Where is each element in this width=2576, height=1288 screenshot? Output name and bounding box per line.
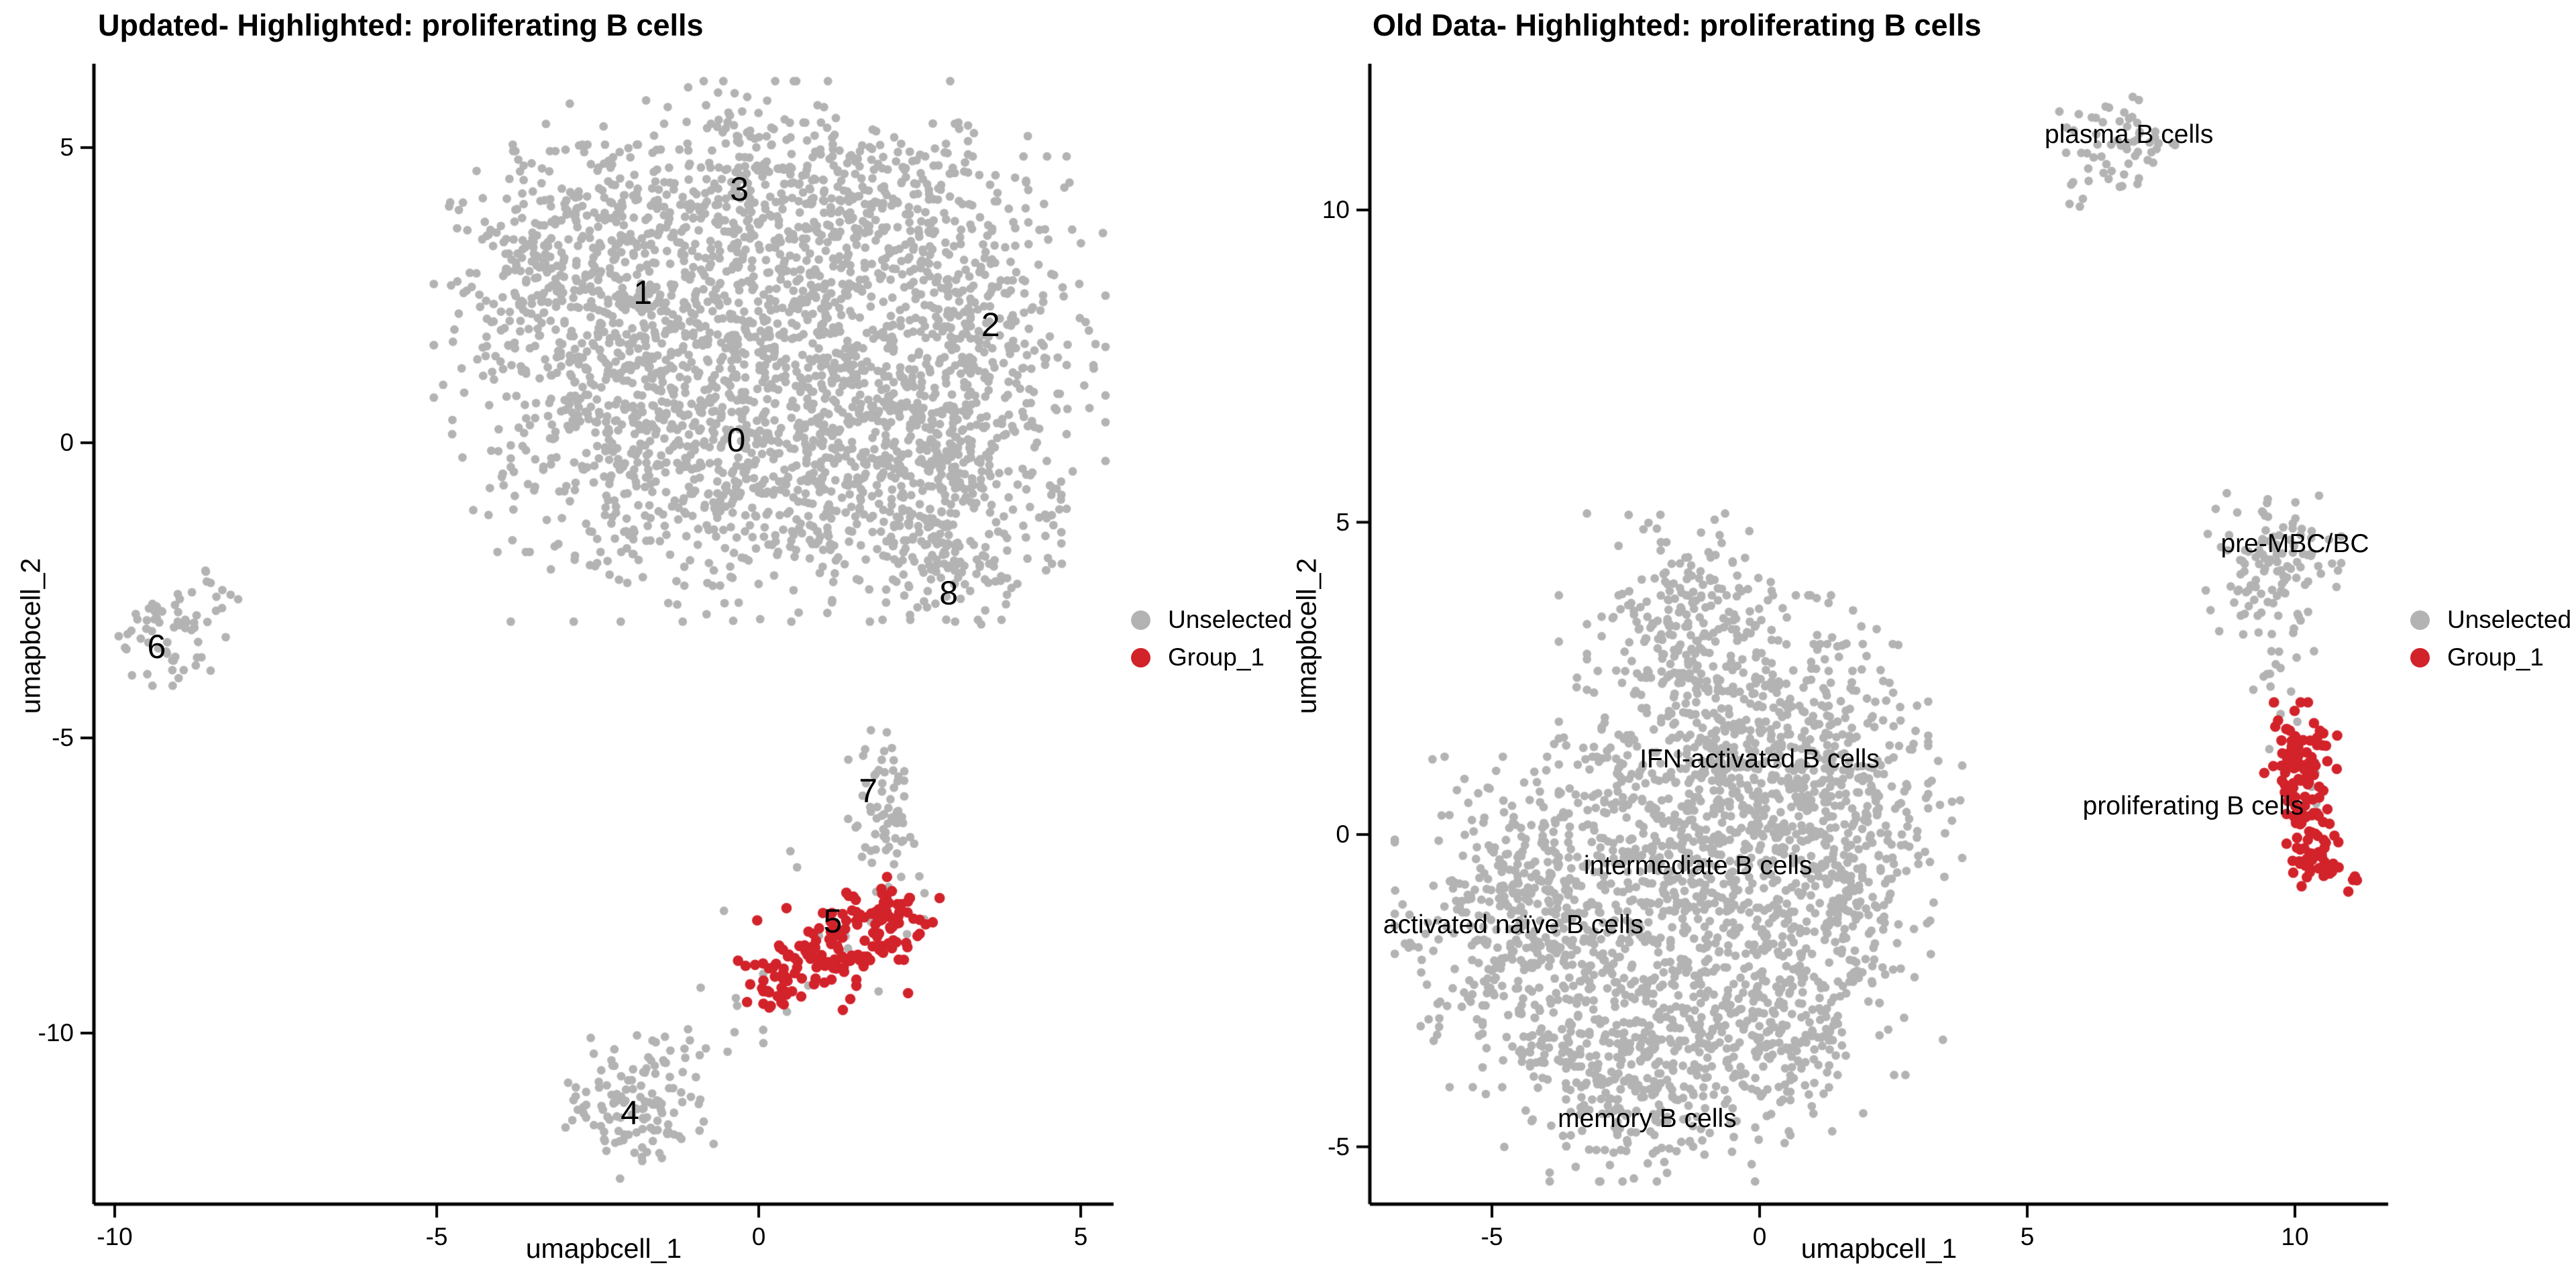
legend-item-unselected: Unselected xyxy=(2410,606,2571,634)
group1-dot-icon xyxy=(1131,647,1150,667)
left-panel-title: Updated- Highlighted: proliferating B ce… xyxy=(98,8,704,42)
unselected-dot-icon xyxy=(2410,610,2430,630)
right-panel-title: Old Data- Highlighted: proliferating B c… xyxy=(1373,8,1982,42)
legend-item-unselected: Unselected xyxy=(1131,606,1292,634)
right-legend: Unselected Group_1 xyxy=(2410,606,2571,672)
legend-unselected-label: Unselected xyxy=(1168,606,1293,633)
legend-unselected-label: Unselected xyxy=(2447,606,2572,633)
legend-item-group1: Group_1 xyxy=(2410,643,2571,672)
left-legend: Unselected Group_1 xyxy=(1131,606,1292,672)
left-y-axis-label: umapbcell_2 xyxy=(15,557,46,714)
unselected-dot-icon xyxy=(1131,610,1150,630)
group1-dot-icon xyxy=(2410,647,2430,667)
right-y-axis-label: umapbcell_2 xyxy=(1291,557,1322,714)
legend-group1-label: Group_1 xyxy=(2447,643,2544,671)
legend-item-group1: Group_1 xyxy=(1131,643,1292,672)
legend-group1-label: Group_1 xyxy=(1168,643,1265,671)
right-x-axis-label: umapbcell_1 xyxy=(1801,1233,1957,1264)
left-x-axis-label: umapbcell_1 xyxy=(525,1233,682,1264)
